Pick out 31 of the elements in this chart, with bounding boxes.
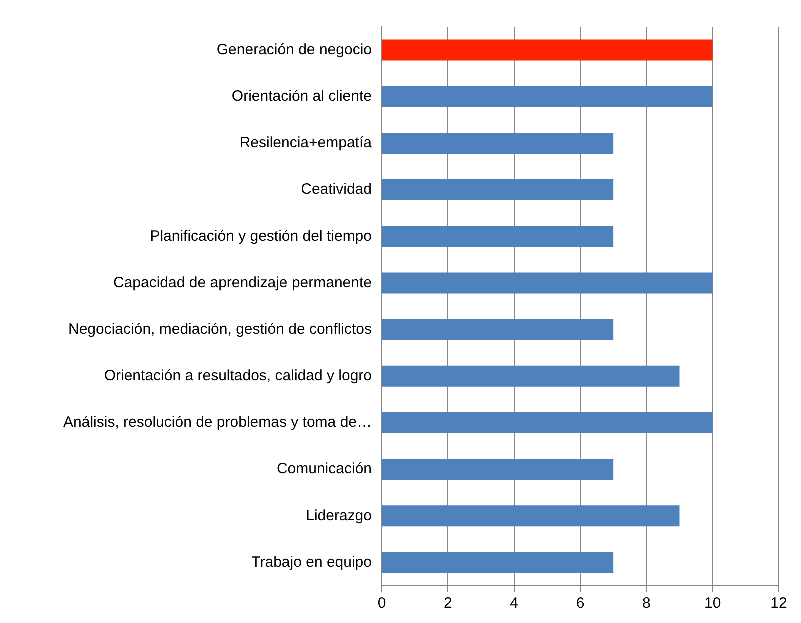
bar xyxy=(382,552,614,574)
bar xyxy=(382,366,680,387)
y-tick-label: Trabajo en equipo xyxy=(252,554,372,571)
bar xyxy=(382,132,614,154)
bar xyxy=(382,412,713,434)
y-tick-label: Capacidad de aprendizaje permanente xyxy=(113,274,372,292)
y-tick-label: Negociación, mediación, gestión de conflictos xyxy=(68,320,372,338)
y-tick-label: Liderazgo xyxy=(306,507,372,524)
y-tick-label: Orientación a resultados, calidad y logro xyxy=(104,368,372,385)
y-tick-label: Generación de negocio xyxy=(216,41,372,58)
bar xyxy=(382,506,680,527)
y-tick-label: Resilencia+empatía xyxy=(240,134,373,152)
x-tick-label: 0 xyxy=(378,595,386,612)
x-tick-label: 4 xyxy=(510,595,519,612)
y-tick-label: Ceatividad xyxy=(301,181,372,198)
bar xyxy=(382,459,614,480)
y-tick-label: Comunicación xyxy=(276,460,372,478)
y-tick-label: Planificación y gestión del tiempo xyxy=(150,228,372,245)
y-tick-label: Análisis, resolución de problemas y toma de… xyxy=(64,414,372,432)
bar xyxy=(382,272,713,294)
bar xyxy=(382,319,614,340)
bar xyxy=(382,226,614,248)
bar xyxy=(382,180,614,201)
x-tick-label: 12 xyxy=(770,595,788,612)
x-tick-label: 2 xyxy=(444,595,452,612)
x-tick-label: 10 xyxy=(704,595,722,612)
x-tick-label: 6 xyxy=(576,595,585,612)
bar xyxy=(382,86,713,108)
x-tick-label: 8 xyxy=(642,595,651,612)
bar xyxy=(382,40,713,61)
y-tick-label: Orientación al cliente xyxy=(232,88,372,106)
